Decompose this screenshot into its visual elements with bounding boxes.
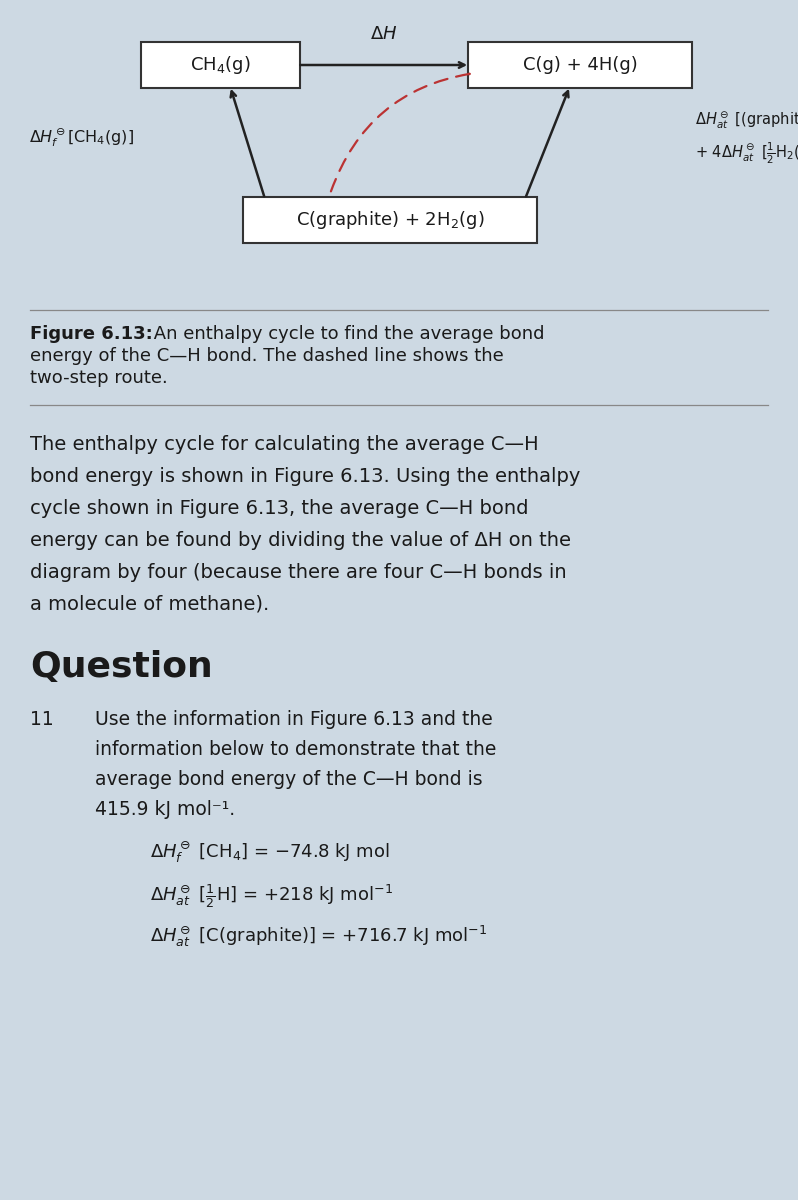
FancyBboxPatch shape (140, 42, 299, 88)
Text: $\Delta H$: $\Delta H$ (370, 25, 397, 43)
Text: cycle shown in Figure 6.13, the average C—H bond: cycle shown in Figure 6.13, the average … (30, 499, 528, 518)
Text: Figure 6.13:: Figure 6.13: (30, 325, 152, 343)
Text: bond energy is shown in Figure 6.13. Using the enthalpy: bond energy is shown in Figure 6.13. Usi… (30, 467, 580, 486)
FancyBboxPatch shape (468, 42, 692, 88)
Text: C(g) + 4H(g): C(g) + 4H(g) (523, 56, 638, 74)
Text: energy of the C—H bond. The dashed line shows the: energy of the C—H bond. The dashed line … (30, 347, 504, 365)
Text: 415.9 kJ mol⁻¹.: 415.9 kJ mol⁻¹. (95, 800, 235, 818)
Text: $\Delta H_{at}^\ominus$ [C(graphite)] = +716.7 kJ mol$^{-1}$: $\Delta H_{at}^\ominus$ [C(graphite)] = … (150, 924, 488, 949)
Text: two-step route.: two-step route. (30, 370, 168, 386)
Text: C(graphite) + 2H$_2$(g): C(graphite) + 2H$_2$(g) (296, 209, 484, 230)
Text: An enthalpy cycle to find the average bond: An enthalpy cycle to find the average bo… (148, 325, 544, 343)
Text: CH$_4$(g): CH$_4$(g) (190, 54, 251, 76)
Text: $\Delta H_{at}^\ominus$ [$\frac{1}{2}$H] = +218 kJ mol$^{-1}$: $\Delta H_{at}^\ominus$ [$\frac{1}{2}$H]… (150, 882, 393, 910)
Text: $\Delta H_{at}^\ominus$ [(graphite)]
+ 4$\Delta H_{at}^\ominus$ [$\frac{1}{2}$H$: $\Delta H_{at}^\ominus$ [(graphite)] + 4… (695, 109, 798, 167)
Text: Use the information in Figure 6.13 and the: Use the information in Figure 6.13 and t… (95, 710, 492, 728)
Text: information below to demonstrate that the: information below to demonstrate that th… (95, 740, 496, 758)
Text: a molecule of methane).: a molecule of methane). (30, 595, 269, 614)
Text: Question: Question (30, 650, 213, 684)
Text: The enthalpy cycle for calculating the average C—H: The enthalpy cycle for calculating the a… (30, 434, 539, 454)
Text: $\Delta H_f^\ominus$ [CH$_4$] = $-$74.8 kJ mol: $\Delta H_f^\ominus$ [CH$_4$] = $-$74.8 … (150, 840, 390, 865)
Text: 11: 11 (30, 710, 53, 728)
Text: average bond energy of the C—H bond is: average bond energy of the C—H bond is (95, 770, 483, 790)
Text: $\Delta H_f^\ominus$[CH$_4$(g)]: $\Delta H_f^\ominus$[CH$_4$(g)] (30, 126, 135, 149)
FancyBboxPatch shape (243, 197, 537, 242)
FancyArrowPatch shape (331, 73, 470, 191)
Text: diagram by four (because there are four C—H bonds in: diagram by four (because there are four … (30, 563, 567, 582)
Text: energy can be found by dividing the value of ΔH on the: energy can be found by dividing the valu… (30, 530, 571, 550)
